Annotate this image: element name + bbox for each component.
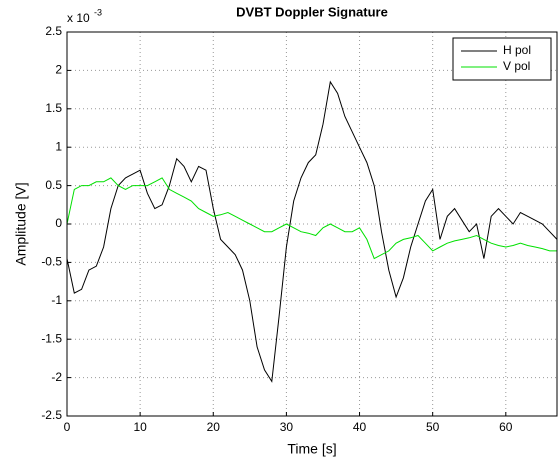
y-tick-label: 2.5 <box>45 24 62 38</box>
y-tick-label: -2 <box>51 370 62 384</box>
x-tick-label: 60 <box>499 420 513 434</box>
data-line <box>66 177 557 260</box>
plot-frame <box>66 31 558 417</box>
y-tick-label: -1 <box>51 293 62 307</box>
x-tick-label: 10 <box>133 420 147 434</box>
legend-label: H pol <box>503 43 531 57</box>
y-tick-label: -1.5 <box>41 331 62 345</box>
y-tick-label: -2.5 <box>41 408 62 422</box>
y-axis-label: Amplitude [V] <box>13 182 29 265</box>
x-tick-label: 40 <box>353 420 367 434</box>
y-tick-label: 1 <box>55 139 62 153</box>
x-tick-label: 50 <box>426 420 440 434</box>
y-tick-label: 2 <box>55 63 62 77</box>
x-tick-label: 30 <box>280 420 294 434</box>
y-multiplier-exponent: -3 <box>94 7 102 17</box>
x-tick-label: 0 <box>64 420 71 434</box>
x-tick-label: 20 <box>207 420 221 434</box>
y-tick-label: 0 <box>55 216 62 230</box>
y-tick-label: 0.5 <box>45 178 62 192</box>
chart-title: DVBT Doppler Signature <box>236 4 388 19</box>
data-line <box>66 80 558 383</box>
y-tick-label: 1.5 <box>45 101 62 115</box>
legend-label: V pol <box>503 59 530 73</box>
legend-box <box>452 37 552 81</box>
x-axis-label: Time [s] <box>287 441 336 457</box>
y-tick-label: -0.5 <box>41 255 62 269</box>
y-multiplier: x 10 <box>67 11 90 25</box>
